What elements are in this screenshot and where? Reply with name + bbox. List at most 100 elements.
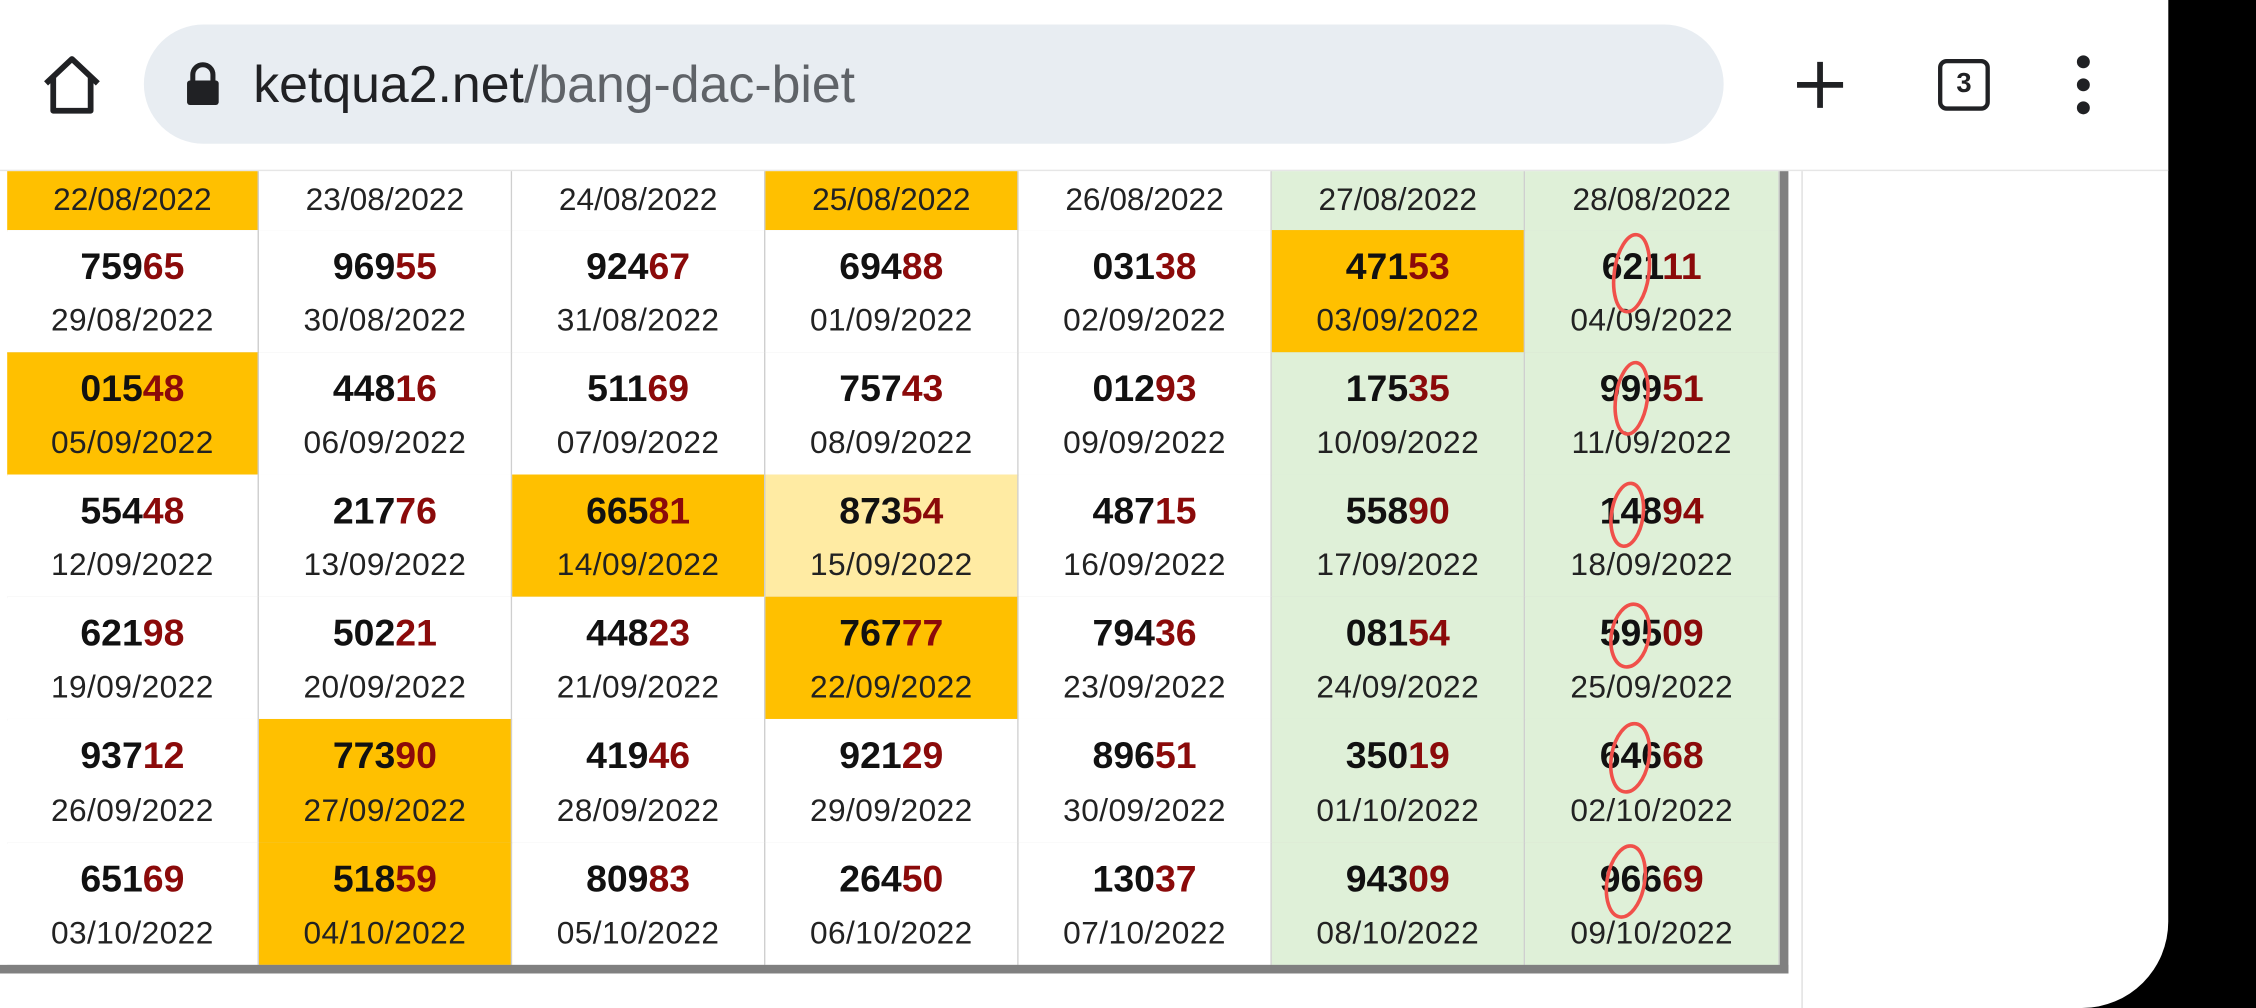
number: 89651 xyxy=(1019,733,1271,778)
new-tab-button[interactable] xyxy=(1791,56,1849,114)
number-tail: 54 xyxy=(1408,611,1450,655)
number-tail: 53 xyxy=(1408,244,1450,288)
number-head: 518 xyxy=(332,857,396,901)
number-tail: 23 xyxy=(648,611,691,655)
result-cell: 92467 31/08/2022 xyxy=(512,230,766,354)
number-head: 015 xyxy=(80,366,143,410)
date: 05/09/2022 xyxy=(50,424,214,461)
number-head: 773 xyxy=(332,733,396,777)
result-cell: 08154 24/09/2022 xyxy=(1271,596,1526,721)
result-cell: 94309 08/10/2022 xyxy=(1271,842,1526,967)
number-head: 966 xyxy=(1599,857,1663,901)
date: 31/08/2022 xyxy=(556,301,720,338)
date: 04/09/2022 xyxy=(1570,301,1734,338)
result-cell: 93712 26/09/2022 xyxy=(7,718,259,845)
date: 20/09/2022 xyxy=(303,668,467,705)
number-head: 264 xyxy=(839,857,902,901)
date: 19/09/2022 xyxy=(50,668,214,705)
result-cell: 26450 06/10/2022 xyxy=(765,842,1019,967)
page-divider xyxy=(1801,169,1803,1008)
number-head: 621 xyxy=(80,611,143,655)
number: 99951 xyxy=(1525,367,1778,412)
date: 01/09/2022 xyxy=(809,301,973,338)
number-tail: 37 xyxy=(1154,857,1197,901)
number-tail: 69 xyxy=(142,857,185,901)
number: 13037 xyxy=(1019,857,1271,902)
result-cell: 76777 22/09/2022 xyxy=(765,596,1019,721)
number-head: 350 xyxy=(1345,733,1409,777)
number-tail: 93 xyxy=(1154,366,1197,410)
number-tail: 59 xyxy=(395,857,437,901)
date: 27/09/2022 xyxy=(303,792,467,829)
number-tail: 09 xyxy=(1408,857,1450,901)
result-cell: 80983 05/10/2022 xyxy=(512,842,766,967)
result-cell: 01548 05/09/2022 xyxy=(7,352,259,476)
home-button[interactable] xyxy=(36,49,108,121)
date: 10/09/2022 xyxy=(1316,424,1480,461)
number-head: 646 xyxy=(1599,733,1663,777)
number: 01548 xyxy=(7,367,257,412)
number: 41946 xyxy=(512,733,764,778)
number-tail: 38 xyxy=(1154,244,1197,288)
number: 77390 xyxy=(259,733,511,778)
number-tail: 68 xyxy=(1662,733,1704,777)
number: 69488 xyxy=(765,244,1017,289)
number: 51169 xyxy=(512,367,764,412)
result-cell: 44823 21/09/2022 xyxy=(512,596,766,721)
number-tail: 12 xyxy=(142,733,185,777)
number-head: 621 xyxy=(1601,244,1663,288)
number: 47153 xyxy=(1272,244,1524,289)
tab-switcher[interactable]: 3 xyxy=(1938,58,1990,111)
result-cell: 35019 01/10/2022 xyxy=(1271,718,1526,845)
number: 48715 xyxy=(1019,489,1271,534)
date: 30/08/2022 xyxy=(303,301,467,338)
number-head: 924 xyxy=(586,244,649,288)
number-tail: 94 xyxy=(1662,488,1704,533)
number: 44816 xyxy=(259,367,511,412)
result-cell: 77390 27/09/2022 xyxy=(258,718,513,845)
date: 18/09/2022 xyxy=(1570,546,1734,583)
menu-button[interactable] xyxy=(2069,53,2098,116)
result-cell: 55448 12/09/2022 xyxy=(7,474,259,599)
number: 96669 xyxy=(1525,857,1778,902)
number-head: 694 xyxy=(839,244,902,288)
result-cell: 92129 29/09/2022 xyxy=(765,718,1019,845)
number-tail: 43 xyxy=(901,366,944,410)
number-head: 809 xyxy=(586,857,649,901)
number-tail: 48 xyxy=(142,366,185,410)
number: 79436 xyxy=(1019,611,1271,656)
number: 66581 xyxy=(512,489,764,534)
number-head: 651 xyxy=(80,857,143,901)
result-cell: 55890 17/09/2022 xyxy=(1271,474,1526,599)
number-head: 767 xyxy=(839,611,902,655)
number-tail: 21 xyxy=(395,611,437,655)
date: 05/10/2022 xyxy=(556,914,720,951)
result-cell: 51169 07/09/2022 xyxy=(512,352,766,476)
date: 16/09/2022 xyxy=(1063,546,1226,583)
number-head: 554 xyxy=(80,488,143,533)
date: 06/09/2022 xyxy=(303,424,467,461)
number-tail: 69 xyxy=(1662,857,1704,901)
result-cell: 75743 08/09/2022 xyxy=(765,352,1019,476)
number-tail: 48 xyxy=(142,488,185,533)
number-tail: 09 xyxy=(1662,611,1704,655)
browser-toolbar: ketqua2.net/bang-dac-biet 3 xyxy=(0,0,2169,172)
date: 23/09/2022 xyxy=(1063,668,1226,705)
number: 92467 xyxy=(512,244,764,289)
number-tail: 51 xyxy=(1662,366,1704,410)
page: 22/08/2022 23/08/2022 24/08/2022 25/08/2022… xyxy=(0,0,2169,1008)
result-cell: 01293 09/09/2022 xyxy=(1018,352,1272,476)
result-cell: 96955 30/08/2022 xyxy=(258,230,513,354)
url: ketqua2.net/bang-dac-biet xyxy=(253,24,855,143)
number: 75965 xyxy=(7,244,257,289)
address-bar[interactable]: ketqua2.net/bang-dac-biet xyxy=(143,24,1724,144)
number-head: 487 xyxy=(1092,488,1155,533)
date: 14/09/2022 xyxy=(556,546,720,583)
result-cell: 99951 11/09/2022 xyxy=(1525,352,1780,476)
number: 62198 xyxy=(7,611,257,656)
number-head: 558 xyxy=(1345,488,1409,533)
number-head: 595 xyxy=(1599,611,1663,655)
number-tail: 65 xyxy=(142,244,185,288)
number-tail: 69 xyxy=(647,366,690,410)
result-cell: 62198 19/09/2022 xyxy=(7,596,259,721)
